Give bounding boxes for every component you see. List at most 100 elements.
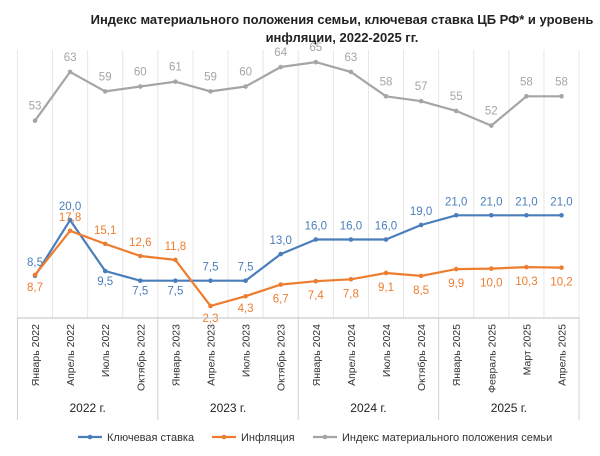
data-label: 11,8 bbox=[165, 241, 187, 253]
data-point bbox=[418, 222, 424, 228]
data-label: 7,5 bbox=[203, 262, 219, 274]
data-label: 59 bbox=[99, 71, 112, 83]
data-label: 16,0 bbox=[305, 221, 327, 233]
plot-area: 8,5 20,0 9,5 7,5 7,5 7,5 7,5 13,0 16,0 16,0 16,0 19… bbox=[16, 42, 580, 325]
data-point bbox=[208, 278, 213, 284]
data-label: 21,0 bbox=[480, 196, 502, 208]
data-point bbox=[173, 79, 178, 84]
x-tick-label: Январь 2024 bbox=[311, 324, 323, 386]
x-tick-label: Октябрь 2023 bbox=[276, 324, 288, 391]
data-label: 9,9 bbox=[448, 278, 464, 290]
data-point bbox=[67, 69, 73, 75]
data-point bbox=[208, 303, 213, 309]
data-label: 19,0 bbox=[410, 206, 432, 218]
data-point bbox=[453, 108, 459, 114]
data-label: 58 bbox=[380, 76, 393, 88]
data-label: 13,0 bbox=[270, 235, 292, 247]
data-label: 9,5 bbox=[97, 276, 113, 288]
data-label: 2,3 bbox=[203, 313, 219, 325]
data-label: 7,5 bbox=[238, 262, 254, 274]
legend-entry: Индекс материального положения семьи bbox=[342, 432, 552, 444]
data-label: 8,5 bbox=[413, 285, 429, 297]
data-point bbox=[418, 273, 424, 279]
data-label: 53 bbox=[29, 101, 42, 113]
x-axis: Январь 2022 Апрель 2022 Июль 2022 Октябрь 2… bbox=[16, 317, 580, 420]
data-label: 16,0 bbox=[340, 221, 362, 233]
data-label: 17,8 bbox=[59, 212, 81, 224]
data-point bbox=[559, 265, 564, 270]
x-tick-label: Июль 2022 bbox=[100, 324, 112, 377]
data-label: 61 bbox=[169, 62, 182, 74]
data-point bbox=[138, 84, 143, 89]
legend-entry: Инфляция bbox=[241, 432, 295, 444]
data-label: 12,6 bbox=[129, 237, 151, 249]
data-point bbox=[383, 237, 389, 242]
data-label: 63 bbox=[64, 52, 77, 64]
data-point bbox=[524, 94, 529, 99]
data-point bbox=[418, 98, 424, 104]
chart-title-line1: Индекс материального положения семьи, кл… bbox=[91, 12, 594, 27]
data-label: 6,7 bbox=[273, 294, 289, 306]
x-tick-label: Апрель 2022 bbox=[65, 324, 77, 386]
data-label: 58 bbox=[520, 76, 533, 88]
data-label: 7,4 bbox=[308, 290, 325, 302]
data-point bbox=[524, 212, 529, 218]
data-label: 60 bbox=[134, 67, 147, 79]
data-label: 8,7 bbox=[27, 282, 43, 294]
data-point bbox=[102, 89, 108, 94]
data-point bbox=[348, 69, 354, 75]
data-label: 58 bbox=[555, 76, 568, 88]
x-tick-label: Июль 2024 bbox=[381, 324, 393, 377]
data-point bbox=[243, 84, 248, 89]
data-label: 4,3 bbox=[238, 303, 254, 315]
data-label: 10,0 bbox=[480, 278, 502, 290]
x-tick-label: Февраль 2025 bbox=[486, 324, 498, 393]
data-label: 63 bbox=[345, 52, 358, 64]
legend-marker bbox=[221, 434, 227, 440]
x-tick-label: Октябрь 2022 bbox=[135, 324, 147, 391]
data-point bbox=[383, 94, 389, 99]
data-point bbox=[208, 89, 213, 94]
data-point bbox=[278, 64, 284, 70]
data-point bbox=[243, 293, 248, 299]
x-tick-label: Март 2025 bbox=[521, 324, 533, 376]
data-point bbox=[243, 278, 248, 284]
data-label: 21,0 bbox=[515, 196, 537, 208]
data-point bbox=[453, 212, 459, 218]
year-group-label: 2023 г. bbox=[210, 401, 246, 415]
data-point bbox=[348, 276, 354, 282]
data-label: 60 bbox=[239, 67, 252, 79]
legend-marker bbox=[87, 434, 93, 440]
data-point bbox=[524, 264, 529, 270]
data-label: 15,1 bbox=[94, 225, 116, 237]
data-point bbox=[67, 217, 73, 223]
data-point bbox=[32, 118, 38, 123]
data-point bbox=[32, 272, 38, 278]
data-label: 52 bbox=[485, 106, 498, 118]
data-label: 64 bbox=[274, 47, 287, 59]
data-point bbox=[313, 278, 319, 284]
data-label: 7,8 bbox=[343, 288, 359, 300]
data-label: 10,3 bbox=[515, 276, 537, 288]
data-label: 59 bbox=[204, 71, 217, 83]
x-tick-label: Октябрь 2024 bbox=[416, 324, 428, 391]
x-tick-label: Январь 2025 bbox=[451, 324, 463, 386]
series-line-2 bbox=[34, 60, 562, 127]
x-tick-label: Апрель 2024 bbox=[346, 324, 358, 386]
data-label: 10,2 bbox=[550, 277, 572, 289]
data-label: 65 bbox=[309, 42, 322, 54]
data-point bbox=[313, 237, 319, 242]
data-point bbox=[489, 123, 494, 128]
data-label: 57 bbox=[415, 81, 428, 93]
data-point bbox=[278, 251, 284, 257]
legend: Ключевая ставка Инфляция Индекс материальн… bbox=[78, 432, 552, 444]
data-label: 7,5 bbox=[132, 286, 148, 298]
data-point bbox=[278, 282, 284, 287]
data-point bbox=[453, 266, 459, 272]
year-group-label: 2022 г. bbox=[70, 401, 106, 415]
data-point bbox=[102, 241, 108, 247]
data-label: 55 bbox=[450, 91, 463, 103]
data-point bbox=[489, 212, 494, 218]
series-line-1 bbox=[34, 229, 562, 307]
